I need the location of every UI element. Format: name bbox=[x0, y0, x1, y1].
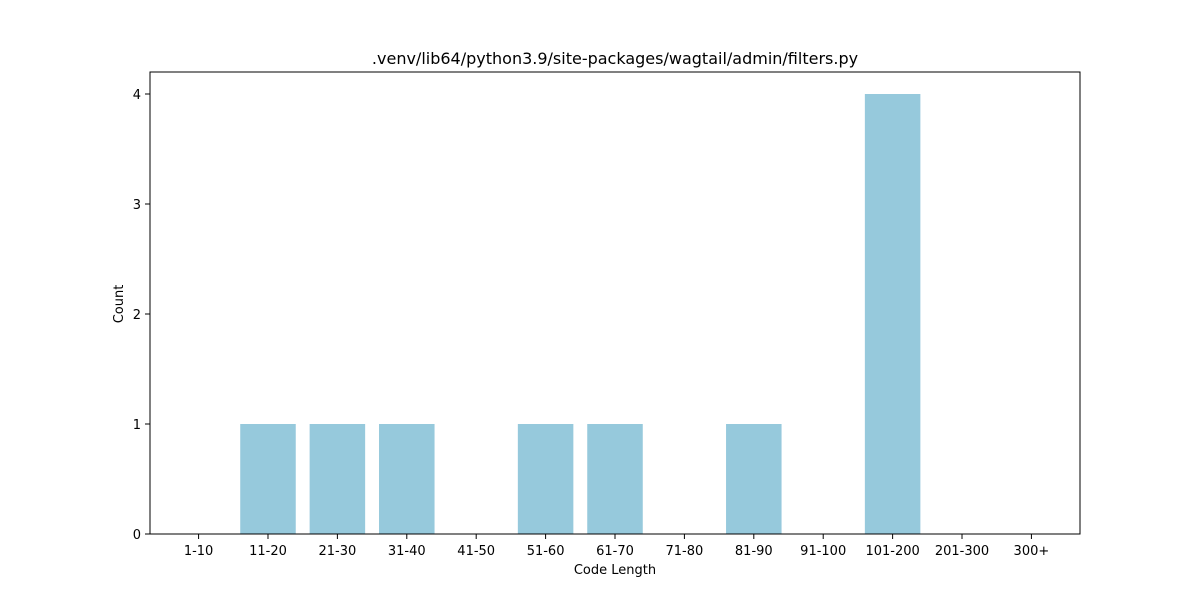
y-tick-label: 1 bbox=[133, 418, 141, 433]
x-tick-label: 71-80 bbox=[666, 544, 704, 559]
x-tick-label: 21-30 bbox=[318, 544, 356, 559]
y-tick-label: 2 bbox=[133, 308, 141, 323]
x-tick-label: 101-200 bbox=[865, 544, 919, 559]
bar-21-30 bbox=[309, 424, 366, 534]
bars-layer bbox=[240, 94, 921, 534]
bar-31-40 bbox=[379, 424, 435, 534]
x-tick-label: 51-60 bbox=[527, 544, 565, 559]
y-axis-label: Count bbox=[112, 285, 127, 324]
y-tick-label: 0 bbox=[133, 528, 141, 543]
bar-11-20 bbox=[240, 424, 296, 534]
x-tick-label: 41-50 bbox=[457, 544, 495, 559]
y-tick-label: 3 bbox=[133, 198, 141, 213]
x-axis-label: Code Length bbox=[574, 563, 656, 578]
x-tick-label: 11-20 bbox=[249, 544, 287, 559]
chart-title: .venv/lib64/python3.9/site-packages/wagt… bbox=[372, 49, 858, 68]
axes-layer: 1-10 11-20 21-30 31-40 41-50 51-60 61-70 71-80 8… bbox=[133, 71, 1081, 559]
bar-101-200 bbox=[864, 94, 921, 534]
y-tick-label: 4 bbox=[133, 88, 141, 103]
x-tick-label: 61-70 bbox=[596, 544, 634, 559]
x-tick-label: 81-90 bbox=[735, 544, 773, 559]
x-tick-label: 31-40 bbox=[388, 544, 426, 559]
bar-61-70 bbox=[587, 424, 643, 534]
bar-51-60 bbox=[517, 424, 574, 534]
x-tick-label: 201-300 bbox=[935, 544, 989, 559]
x-tick-label: 91-100 bbox=[800, 544, 846, 559]
x-tick-label: 300+ bbox=[1014, 544, 1050, 559]
bar-81-90 bbox=[726, 424, 782, 534]
x-tick-label: 1-10 bbox=[184, 544, 214, 559]
